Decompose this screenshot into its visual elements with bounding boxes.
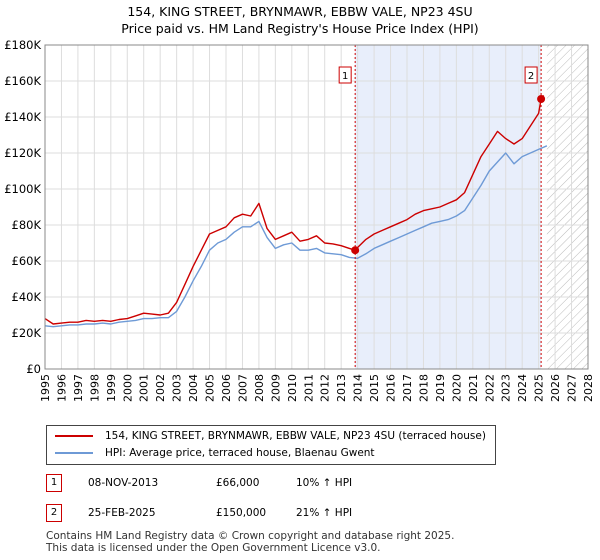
sale-date: 25-FEB-2025: [88, 507, 156, 519]
x-tick-label: 2013: [335, 374, 348, 402]
x-tick-label: 1998: [88, 374, 101, 402]
x-tick-label: 2019: [434, 374, 447, 402]
y-tick-label: £80K: [12, 218, 42, 232]
sale-date: 08-NOV-2013: [88, 477, 159, 489]
x-tick-label: 1997: [72, 374, 85, 402]
x-tick-label: 2007: [236, 374, 249, 402]
y-tick-label: £60K: [12, 254, 42, 268]
x-tick-label: 2016: [385, 374, 398, 402]
legend: 154, KING STREET, BRYNMAWR, EBBW VALE, N…: [46, 425, 496, 465]
x-tick-label: 2001: [138, 374, 151, 402]
sale-marker-point: [351, 246, 360, 255]
series-line-hpi: [44, 145, 548, 328]
plot-frame: [44, 44, 589, 370]
sale-marker-badge: [524, 66, 538, 84]
sale-price: £150,000: [216, 507, 267, 519]
sale-marker-point: [537, 95, 546, 103]
y-tick-label: £100K: [4, 182, 41, 196]
x-tick-label: 2009: [269, 374, 282, 402]
y-tick-label: £40K: [12, 290, 42, 304]
x-tick-label: 2015: [368, 374, 381, 402]
chart-title: 154, KING STREET, BRYNMAWR, EBBW VALE, N…: [127, 4, 473, 19]
series-line-property: [44, 95, 545, 325]
x-tick-label: 2023: [500, 374, 513, 402]
sale-price: £66,000: [216, 477, 260, 489]
x-tick-label: 2021: [467, 374, 480, 402]
sale-marker-label: 1: [342, 71, 348, 82]
x-tick-label: 2018: [417, 374, 430, 402]
y-tick-label: £120K: [4, 146, 41, 160]
x-tick-label: 2011: [302, 374, 315, 402]
sale-badge: 1: [46, 474, 62, 492]
chart-subtitle: Price paid vs. HM Land Registry's House …: [121, 21, 479, 36]
y-tick-label: £140K: [4, 110, 41, 124]
x-tick-label: 2008: [253, 374, 266, 402]
y-tick-label: £180K: [4, 38, 41, 52]
y-tick-label: £20K: [12, 326, 42, 340]
x-tick-label: 2017: [401, 374, 414, 402]
legend-swatch-hpi: [55, 452, 93, 454]
x-tick-label: 2003: [171, 374, 184, 402]
legend-swatch-property: [55, 435, 93, 437]
y-tick-label: £0: [26, 362, 41, 376]
x-tick-label: 2024: [516, 374, 529, 402]
sale-period-shading: [355, 45, 542, 369]
y-tick-label: £160K: [4, 74, 41, 88]
sale-hpi-change: 10% ↑ HPI: [296, 477, 353, 489]
x-tick-label: 2026: [549, 374, 562, 402]
x-tick-label: 1996: [55, 374, 68, 402]
footer-copyright: Contains HM Land Registry data © Crown c…: [46, 530, 455, 542]
sale-row: 1 08-NOV-2013 £66,000 10% ↑ HPI: [46, 474, 406, 492]
price-chart: 1 2 £0 £20K £40K £60K £80K £100K £120K £140K £160…: [4, 38, 595, 402]
x-tick-label: 2014: [352, 374, 365, 402]
x-tick-label: 2028: [582, 374, 595, 402]
x-tick-label: 1995: [39, 374, 52, 402]
x-tick-label: 2010: [286, 374, 299, 402]
sale-hpi-change: 21% ↑ HPI: [296, 507, 353, 519]
x-tick-label: 2012: [319, 374, 332, 402]
future-hatch: [546, 45, 588, 369]
sale-badge: 2: [46, 504, 62, 522]
x-tick-label: 2020: [450, 374, 463, 402]
x-tick-label: 1999: [105, 374, 118, 402]
legend-label-hpi: HPI: Average price, terraced house, Blae…: [105, 447, 375, 459]
x-tick-label: 2000: [121, 374, 134, 402]
x-tick-label: 2004: [187, 374, 200, 402]
x-tick-label: 2005: [204, 374, 217, 402]
x-tick-label: 2025: [533, 374, 546, 402]
x-tick-label: 2022: [483, 374, 496, 402]
x-tick-label: 2027: [566, 374, 579, 402]
x-tick-label: 2002: [154, 374, 167, 402]
x-tick-label: 2006: [220, 374, 233, 402]
sale-row: 2 25-FEB-2025 £150,000 21% ↑ HPI: [46, 504, 406, 522]
sale-marker-label: 2: [528, 71, 534, 82]
sale-marker-badge: [338, 66, 352, 84]
legend-label-property: 154, KING STREET, BRYNMAWR, EBBW VALE, N…: [105, 430, 486, 442]
footer-licence: This data is licensed under the Open Gov…: [46, 542, 381, 554]
